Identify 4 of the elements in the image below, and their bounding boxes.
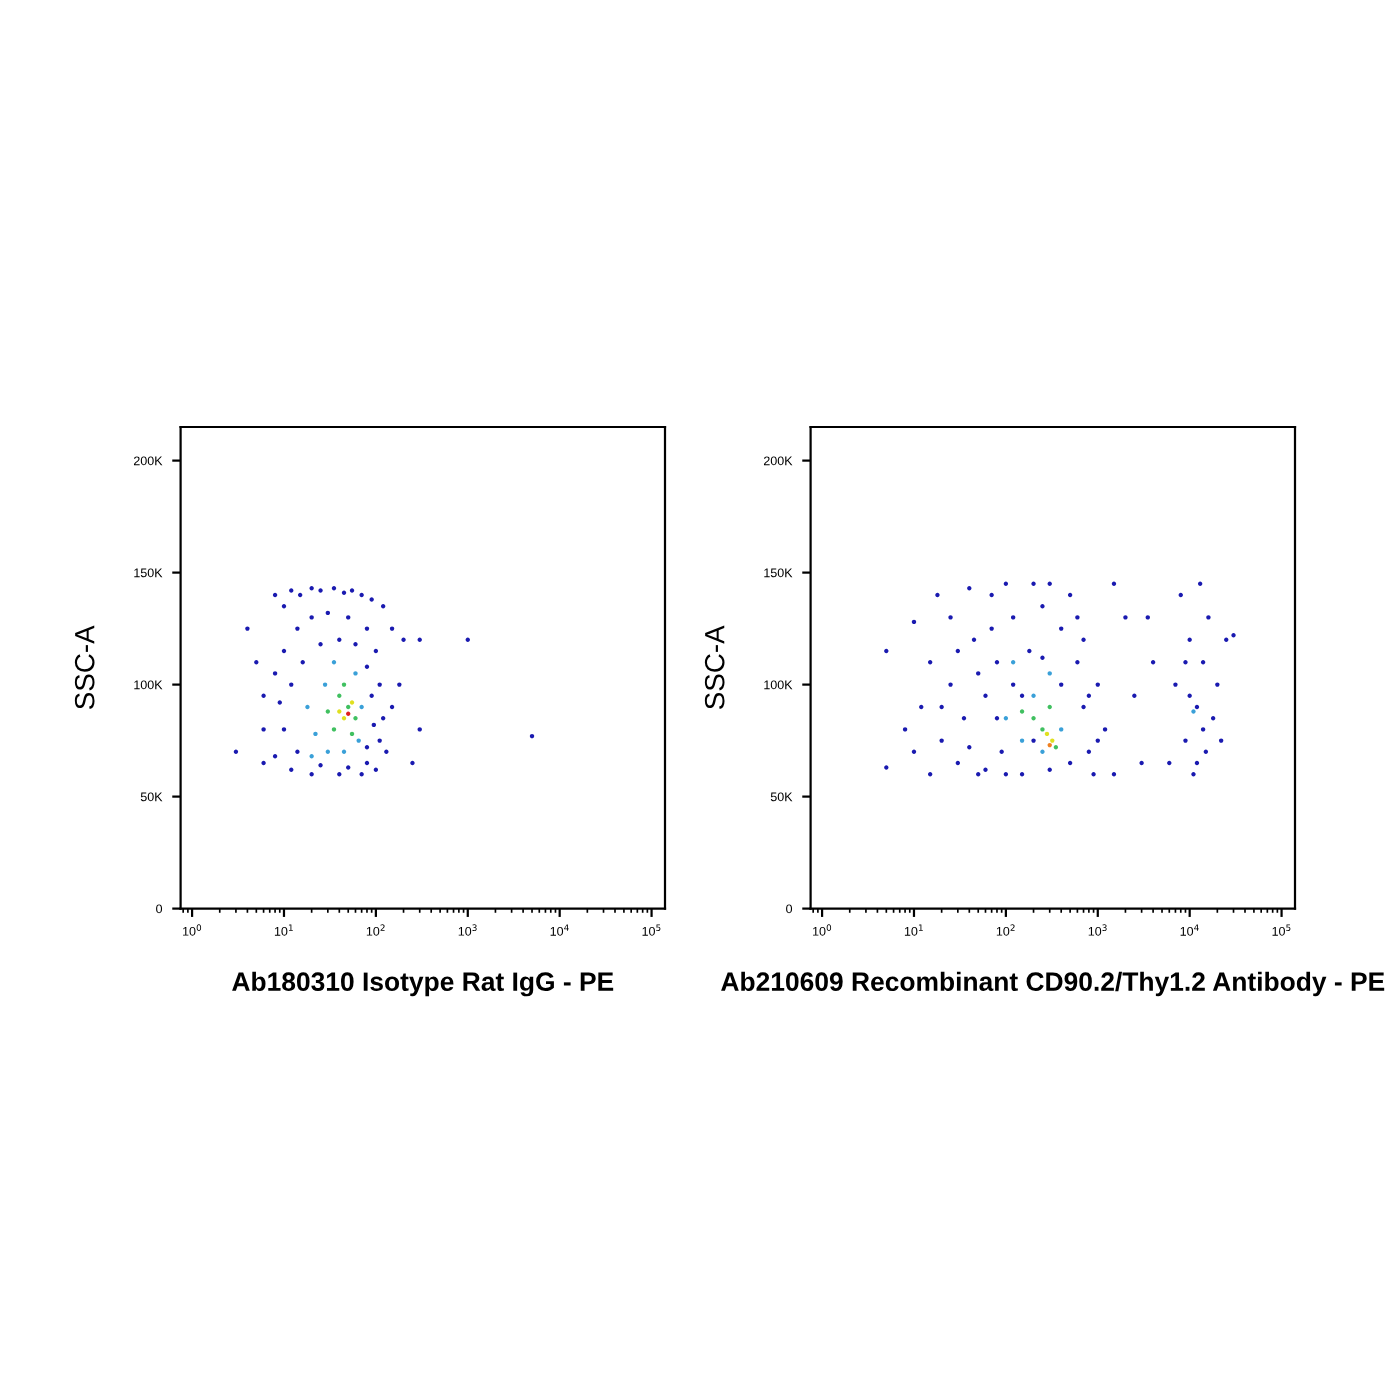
y-axis-title: SSC-A — [704, 625, 725, 709]
x-axis-title: Ab210609 Recombinant CD90.2/Thy1.2 Antibody - PE — [721, 971, 1385, 997]
y-axis-title: SSC-A — [74, 625, 95, 709]
x-axis-title: Ab180310 Isotype Rat IgG - PE — [232, 971, 614, 997]
